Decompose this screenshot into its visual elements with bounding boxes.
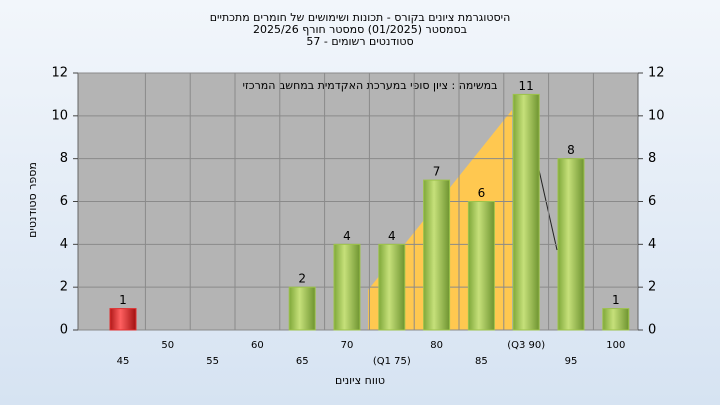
chart-title: היסטוגרמת ציונים בקורס - תכונות ושימושים…	[210, 11, 511, 24]
bar	[288, 286, 316, 331]
y-tick-label: 0	[60, 323, 68, 338]
x-tick-label: 80	[430, 340, 443, 351]
y2-tick-label: 4	[648, 237, 656, 252]
y2-tick-label: 12	[648, 66, 665, 81]
x-tick-label: 45	[117, 356, 130, 367]
data-label: 4	[343, 229, 351, 243]
x-tick-label: (Q3 90)	[507, 340, 545, 351]
y-tick-label: 2	[60, 280, 68, 295]
y2-tick-label: 2	[648, 280, 656, 295]
data-label: 6	[478, 186, 486, 200]
bar	[602, 308, 630, 331]
annotation: במשימה : ציון סופי במערכת האקדמית במחשב …	[243, 79, 498, 92]
y-tick-label: 10	[51, 108, 68, 123]
bar	[109, 308, 137, 331]
y2-tick-label: 0	[648, 323, 656, 338]
x-tick-label: 50	[161, 340, 174, 351]
bar	[467, 201, 495, 331]
data-label: 2	[298, 272, 306, 286]
y-tick-label: 4	[60, 237, 68, 252]
x-tick-label: 55	[206, 356, 219, 367]
bar	[512, 93, 540, 331]
data-label: 11	[519, 79, 534, 93]
y2-tick-label: 8	[648, 151, 656, 166]
x-axis-label: טווח ציונים	[335, 374, 385, 387]
x-tick-label: 65	[296, 356, 309, 367]
y-tick-label: 6	[60, 194, 68, 209]
bar	[333, 243, 361, 331]
x-tick-label: 70	[341, 340, 354, 351]
x-tick-label: 100	[606, 340, 625, 351]
data-label: 7	[433, 165, 441, 179]
data-label: 1	[612, 293, 620, 307]
y2-tick-label: 6	[648, 194, 656, 209]
x-tick-label: (Q1 75)	[373, 356, 411, 367]
y2-tick-label: 10	[648, 108, 665, 123]
y-axis-label: מספר סטודנטים	[26, 162, 39, 238]
data-label: 8	[567, 143, 575, 157]
y-tick-label: 12	[51, 66, 68, 81]
chart-subtitle: בסמסטר (01/2025) סמסטר חורף 2025/26	[253, 23, 467, 36]
bar	[423, 179, 451, 331]
x-tick-label: 60	[251, 340, 264, 351]
data-label: 4	[388, 229, 396, 243]
bar	[378, 243, 406, 331]
x-tick-label: 95	[565, 356, 578, 367]
x-tick-label: 85	[475, 356, 488, 367]
bar	[557, 158, 585, 331]
chart-subtitle: סטודנטים רשומים - 57	[306, 35, 413, 48]
data-label: 1	[119, 293, 127, 307]
y-tick-label: 8	[60, 151, 68, 166]
